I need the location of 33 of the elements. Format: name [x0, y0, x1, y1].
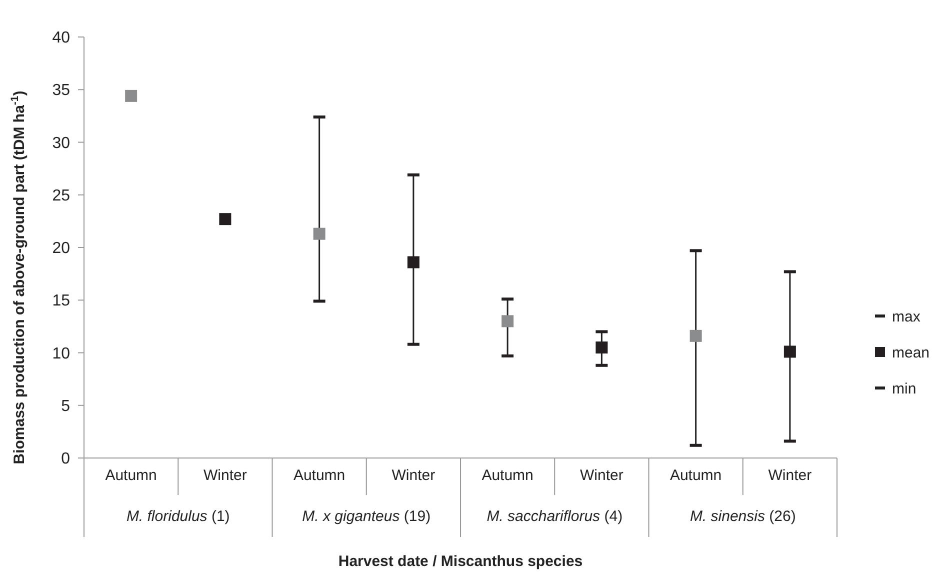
x-tick-label: Winter [392, 467, 436, 484]
y-tick-label: 40 [52, 30, 70, 47]
point [596, 341, 608, 354]
text: M. floridulus (1) [126, 508, 230, 525]
point [219, 213, 232, 226]
y-tick-label: 10 [52, 345, 70, 362]
text: max [892, 308, 921, 326]
y-tick-label: 30 [52, 134, 70, 152]
y-tick-label: 35 [52, 82, 70, 100]
point [313, 228, 326, 240]
x-tick-label: Autumn [293, 467, 346, 484]
y-tick-label: 15 [52, 292, 70, 310]
point [784, 346, 796, 358]
x-tick-label: Autumn [105, 467, 157, 484]
y-tick-label: 20 [52, 240, 70, 258]
x-tick-label: Winter [204, 467, 247, 484]
x-tick-label: Autumn [482, 467, 534, 484]
text: M. sacchariflorus (4) [486, 508, 623, 525]
y-tick-label: 25 [52, 187, 70, 204]
text: min [892, 380, 916, 398]
x-tick-label: Winter [580, 467, 624, 484]
x-tick-label: Winter [768, 467, 812, 484]
legend-label: mean [892, 344, 930, 362]
text: M. x giganteus (19) [302, 508, 431, 525]
point [502, 315, 514, 328]
text: M. sinensis (26) [690, 508, 796, 525]
y-tick-label: 0 [61, 450, 70, 468]
x-axis-title: Harvest date / Miscanthus species [338, 553, 583, 570]
x-tick-label: Autumn [670, 467, 722, 484]
point [125, 90, 138, 102]
y-tick-label: 5 [61, 398, 70, 415]
point [407, 256, 420, 268]
point [690, 330, 702, 342]
